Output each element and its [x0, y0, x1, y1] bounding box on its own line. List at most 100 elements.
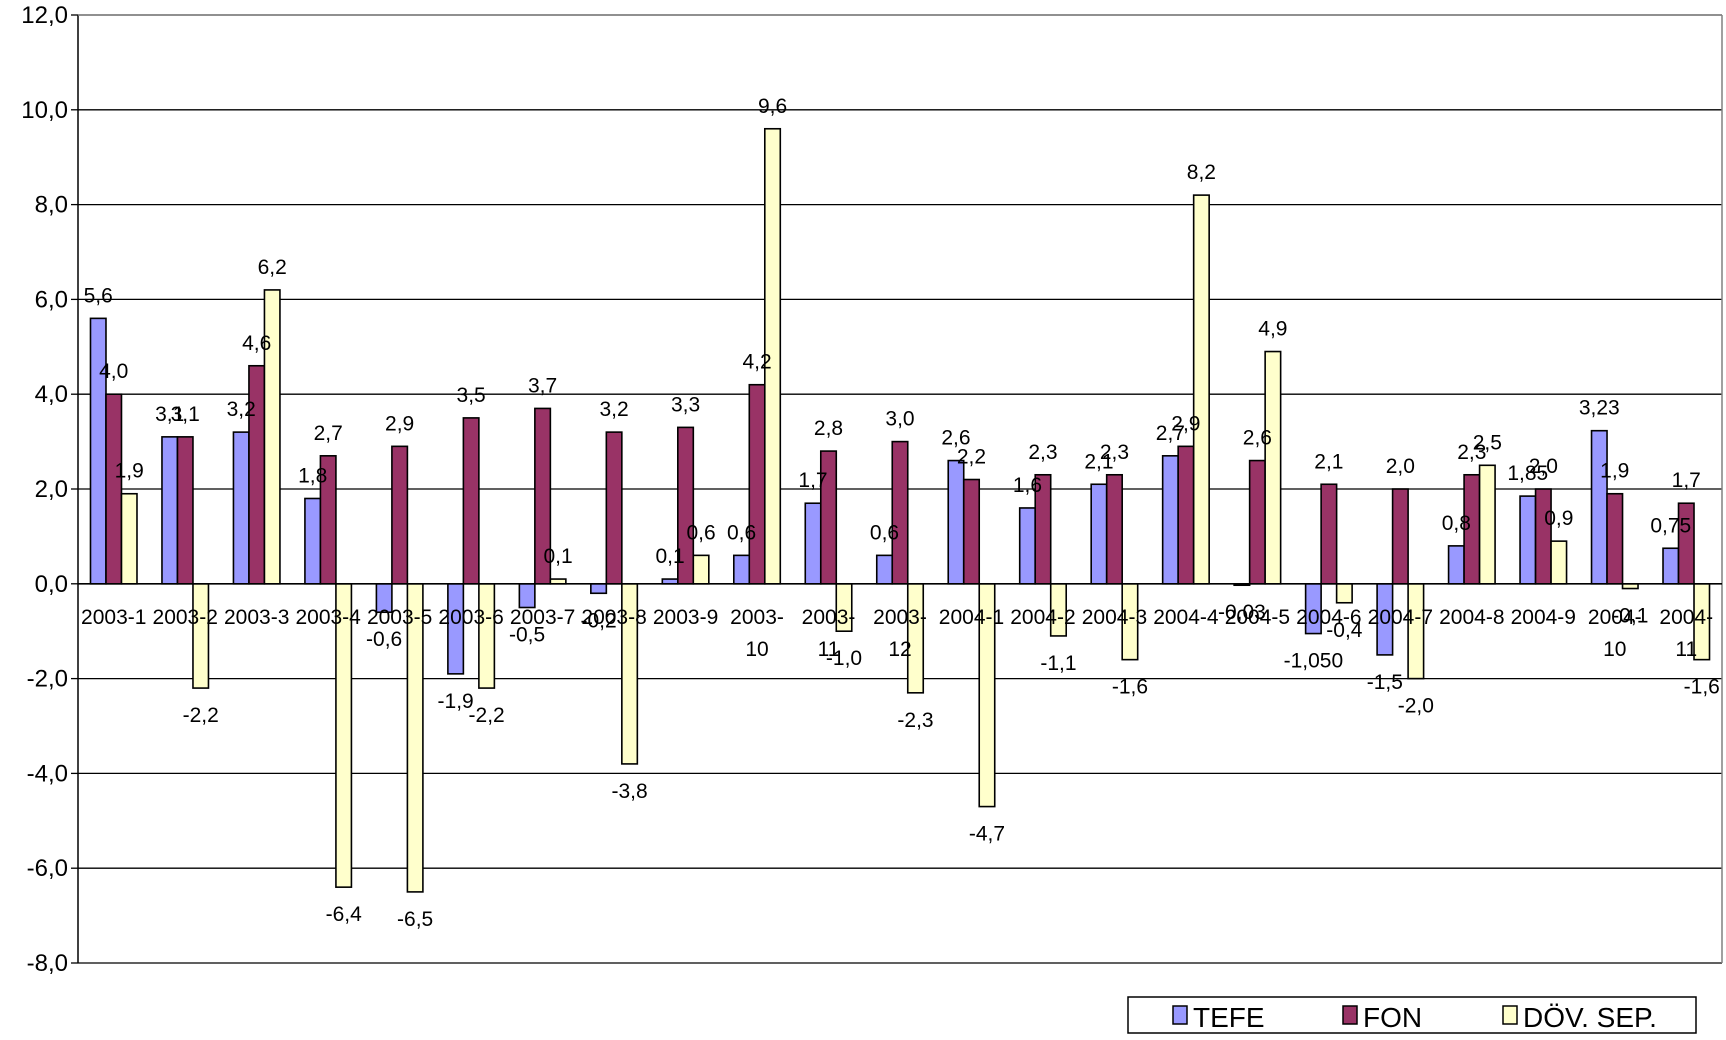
data-label: -0,1 [1612, 605, 1648, 628]
bar-tefe-2003-11 [804, 502, 822, 585]
data-label: -0,2 [580, 609, 616, 632]
x-tick-label: 2003-2 [153, 606, 218, 629]
bar-fon-2004-6 [1320, 483, 1338, 585]
data-label: 0,9 [1544, 507, 1573, 530]
bar-tefe-2003-8 [590, 582, 608, 595]
data-label: 2,1 [1084, 450, 1113, 473]
bar-tefe-2003-4 [304, 497, 322, 585]
bar-fon-2004-3 [1105, 473, 1123, 585]
x-tick-label: 11 [1675, 638, 1697, 661]
x-tick-label: 2004-2 [1010, 606, 1075, 629]
y-tick-label: 4,0 [35, 381, 68, 408]
data-label: -1,1 [1040, 652, 1076, 675]
legend-label: FON [1363, 1002, 1422, 1033]
data-label: 4,2 [742, 351, 771, 374]
data-label: 1,8 [298, 464, 327, 487]
bar-tefe-2004-9 [1519, 495, 1537, 585]
x-tick-label: 2003-8 [581, 606, 646, 629]
y-tick-label: 8,0 [35, 192, 68, 219]
data-label: 1,9 [115, 460, 144, 483]
bar-fon-2004-9 [1534, 488, 1552, 585]
bar-tefe-2003-1 [89, 317, 107, 585]
bar-fon-2004-7 [1391, 488, 1409, 585]
data-label: 3,2 [227, 398, 256, 421]
data-label: -2,3 [897, 709, 933, 732]
bar-fon-2004-4 [1177, 445, 1195, 585]
x-tick-label: 2003-7 [510, 606, 575, 629]
y-tick-label: 12,0 [21, 2, 68, 29]
bar-d-v-sep-2004-7 [1407, 582, 1425, 680]
data-label: 2,6 [1243, 427, 1272, 450]
data-label: -0,5 [509, 624, 545, 647]
bar-d-v-sep-2004-6 [1335, 582, 1353, 604]
x-tick-label: 2003-6 [438, 606, 503, 629]
y-tick-label: -8,0 [27, 950, 68, 977]
data-label: -1,6 [1112, 676, 1148, 699]
bar-tefe-2004-8 [1447, 545, 1465, 585]
bar-tefe-2003-6 [447, 582, 465, 675]
data-label: 3,1 [155, 403, 184, 426]
data-label: -4,7 [969, 823, 1005, 846]
y-tick-label: -6,0 [27, 855, 68, 882]
bar-tefe-2003-3 [232, 431, 250, 585]
x-tick-label: 10 [745, 638, 768, 661]
bar-tefe-2004-11 [1662, 547, 1680, 585]
bar-d-v-sep-2004-9 [1550, 540, 1568, 585]
data-label: -1,9 [438, 690, 474, 713]
data-label: -3,8 [611, 780, 647, 803]
y-tick-label: -2,0 [27, 666, 68, 693]
bar-fon-2004-10 [1606, 492, 1624, 585]
bar-tefe-2004-2 [1018, 507, 1037, 585]
data-label: 2,2 [957, 446, 986, 469]
x-tick-label: 2004-7 [1368, 606, 1433, 629]
bar-d-v-sep-2004-5 [1264, 350, 1282, 585]
bar-tefe-2004-1 [947, 459, 965, 585]
x-tick-label: 2004- [1588, 606, 1642, 629]
data-label: 6,2 [258, 256, 287, 279]
bar-tefe-2003-12 [875, 554, 894, 585]
x-tick-label: 2003-5 [367, 606, 432, 629]
legend: TEFE FON DÖV. SEP. [1127, 996, 1697, 1034]
legend-swatch [1342, 1005, 1358, 1025]
data-label: 2,7 [1156, 422, 1185, 445]
y-tick-label: 2,0 [35, 476, 68, 503]
x-tick-label: 11 [818, 638, 840, 661]
data-label: 0,6 [727, 521, 756, 544]
data-label: 2,6 [941, 427, 970, 450]
data-label: 1,6 [1013, 474, 1042, 497]
x-tick-label: 2004-3 [1082, 606, 1147, 629]
data-label: -1,050 [1284, 650, 1344, 673]
y-tick-label: -4,0 [27, 760, 68, 787]
data-label: 3,7 [528, 374, 557, 397]
bar-tefe-2004-4 [1161, 455, 1179, 585]
x-tick-label: 2004-9 [1511, 606, 1576, 629]
data-label: -1,0 [826, 647, 862, 670]
data-label: -2,2 [183, 704, 219, 727]
x-tick-label: 2003- [730, 606, 784, 629]
data-label: 0,6 [686, 521, 715, 544]
bar-tefe-2003-2 [161, 436, 179, 585]
data-label: -0,6 [366, 628, 402, 651]
data-label: 9,6 [758, 95, 787, 118]
legend-label: TEFE [1193, 1002, 1265, 1033]
x-tick-label: 12 [888, 638, 911, 661]
data-label: 2,3 [1100, 441, 1129, 464]
data-label: 2,3 [1457, 441, 1486, 464]
x-tick-label: 2003-1 [81, 606, 146, 629]
data-label: 2,9 [385, 412, 414, 435]
data-label: 0,1 [655, 545, 684, 568]
x-tick-label: 2003-3 [224, 606, 289, 629]
axes: 12,0 10,0 8,0 6,0 4,0 2,0 0,0 -2,0 -4,0 -6,0 -8,0 2… [21, 2, 1723, 977]
data-label: 3,1 [171, 403, 200, 426]
legend-swatch [1502, 1005, 1518, 1025]
x-tick-label: 2004-6 [1296, 606, 1361, 629]
x-tick-label: 2004-5 [1225, 606, 1290, 629]
data-label: 4,6 [242, 332, 271, 355]
x-tick-label: 2004-8 [1439, 606, 1504, 629]
x-tick-label: 2003- [873, 606, 927, 629]
bar-d-v-sep-2003-2 [192, 582, 210, 689]
bar-d-v-sep-2004-8 [1478, 464, 1496, 585]
bars [89, 127, 1711, 893]
